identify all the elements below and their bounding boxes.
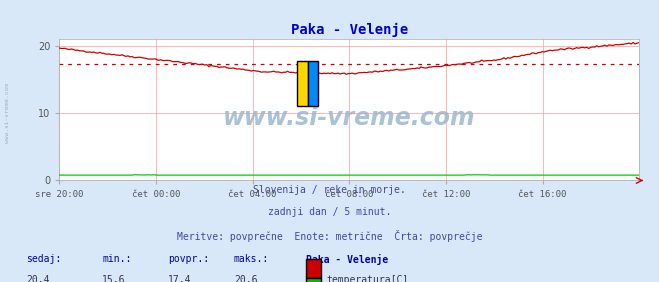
Text: 17,4: 17,4 [168,275,192,282]
Text: www.si-vreme.com: www.si-vreme.com [5,83,11,143]
Text: povpr.:: povpr.: [168,254,209,264]
FancyBboxPatch shape [297,61,308,106]
Text: maks.:: maks.: [234,254,269,264]
Text: zadnji dan / 5 minut.: zadnji dan / 5 minut. [268,207,391,217]
Text: Paka - Velenje: Paka - Velenje [306,254,389,265]
Text: 15,6: 15,6 [102,275,126,282]
Text: Meritve: povprečne  Enote: metrične  Črta: povprečje: Meritve: povprečne Enote: metrične Črta:… [177,230,482,242]
Text: 20,6: 20,6 [234,275,258,282]
Title: Paka - Velenje: Paka - Velenje [291,23,408,37]
Text: www.si-vreme.com: www.si-vreme.com [223,106,476,131]
Text: 20,4: 20,4 [26,275,50,282]
FancyBboxPatch shape [308,61,318,106]
Text: temperatura[C]: temperatura[C] [326,275,409,282]
Text: sedaj:: sedaj: [26,254,61,264]
Text: Slovenija / reke in morje.: Slovenija / reke in morje. [253,185,406,195]
Text: min.:: min.: [102,254,132,264]
